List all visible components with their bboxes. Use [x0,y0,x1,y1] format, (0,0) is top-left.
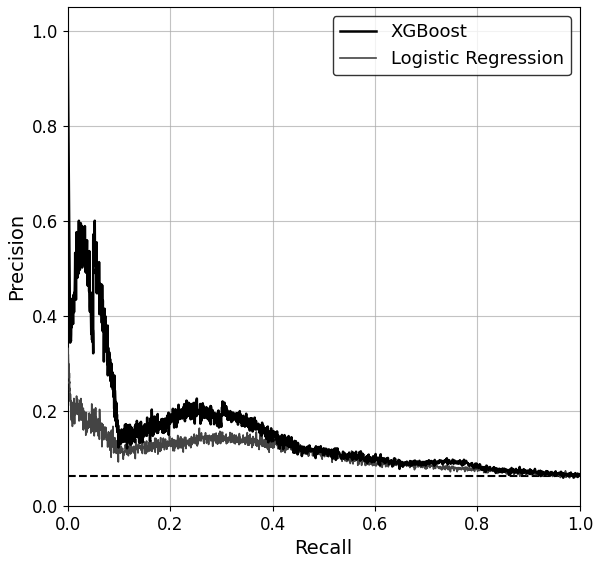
Logistic Regression [68,414,75,421]
XGBoost [66,301,73,307]
Logistic Regression [166,441,173,448]
Line: Logistic Regression: Logistic Regression [68,348,580,478]
X-axis label: Recall: Recall [295,539,353,558]
Logistic Regression [380,460,388,467]
Logistic Regression [431,463,439,470]
Logistic Regression [151,442,158,449]
XGBoost [316,447,323,454]
XGBoost [64,27,71,34]
XGBoost [139,434,146,441]
Line: XGBoost: XGBoost [68,31,580,478]
XGBoost [185,406,192,413]
XGBoost [220,407,227,414]
XGBoost [560,475,567,481]
Logistic Regression [566,475,573,481]
Y-axis label: Precision: Precision [7,213,26,300]
XGBoost [169,414,176,420]
Logistic Regression [278,439,286,446]
Legend: XGBoost, Logistic Regression: XGBoost, Logistic Regression [333,16,571,76]
Logistic Regression [576,472,583,479]
Logistic Regression [64,356,71,363]
Logistic Regression [64,345,71,351]
XGBoost [576,471,583,478]
